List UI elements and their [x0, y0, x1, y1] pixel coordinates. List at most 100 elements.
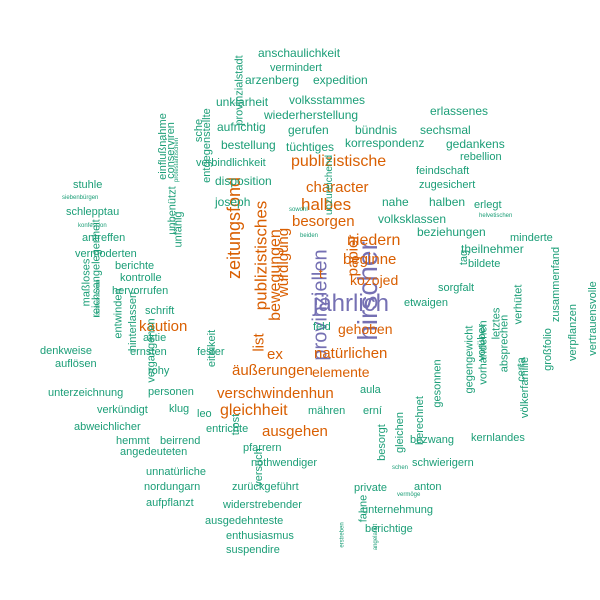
- word-132: gegengewicht: [463, 325, 476, 393]
- word-86: nordungarn: [144, 480, 201, 493]
- word-98: bezwang: [410, 433, 455, 446]
- word-95: unternehmung: [362, 503, 433, 516]
- word-109: schen: [392, 465, 409, 471]
- word-127: versuch: [252, 447, 265, 487]
- word-104: sowohl: [289, 207, 308, 213]
- word-102: aula: [360, 383, 381, 396]
- word-59: stuhle: [73, 178, 103, 191]
- word-142: verpflanzen: [566, 303, 579, 361]
- word-2: jährlich: [313, 290, 390, 317]
- word-57: etwaigen: [404, 296, 449, 309]
- word-68: ernsten: [130, 345, 167, 358]
- word-123: hinterlassen: [127, 291, 140, 351]
- word-9: beginne: [343, 250, 397, 268]
- word-147: erstreben: [339, 522, 346, 548]
- word-99: kernlandes: [471, 431, 525, 444]
- word-13: elemente: [312, 364, 370, 380]
- word-81: beirrend: [160, 434, 201, 447]
- word-101: erní: [363, 404, 382, 417]
- word-30: expedition: [313, 73, 368, 87]
- word-146: fahne: [357, 494, 370, 522]
- word-71: auflösen: [55, 357, 97, 370]
- word-91: enthusiasmus: [226, 529, 294, 542]
- word-130: berechnet: [413, 395, 426, 445]
- word-11: gehoben: [338, 321, 393, 337]
- word-26: papier: [344, 234, 362, 276]
- word-60: schlepptau: [66, 205, 120, 218]
- word-125: eiteikeit: [206, 329, 219, 367]
- word-108: konfession: [78, 223, 107, 229]
- word-10: kozojed: [350, 272, 399, 288]
- word-66: schrift: [145, 304, 175, 317]
- word-128: besorgt: [375, 423, 388, 461]
- word-110: vermöge: [397, 492, 421, 498]
- word-43: verbindlichkeit: [196, 156, 266, 169]
- word-14: äußerungen: [232, 361, 313, 379]
- word-89: widerstrebender: [223, 498, 302, 511]
- word-87: aufpflanzt: [146, 496, 194, 509]
- word-45: feindschaft: [416, 164, 470, 177]
- word-27: anschaulichkeit: [258, 46, 341, 60]
- word-64: kontrolle: [120, 271, 162, 284]
- word-79: entrichte: [206, 422, 249, 435]
- word-42: gedankens: [446, 137, 505, 151]
- word-4: publizistische: [291, 153, 387, 170]
- word-32: volksstammes: [289, 93, 366, 107]
- word-134: vorüber: [476, 323, 489, 361]
- word-61: antreffen: [82, 231, 126, 244]
- word-120: maßloses: [80, 258, 93, 306]
- word-144: unzureichend: [324, 154, 336, 216]
- word-143: vertrauensvolle: [586, 280, 599, 356]
- word-90: ausgedehnteste: [205, 514, 284, 527]
- word-92: suspendire: [226, 543, 280, 556]
- word-34: erlassenes: [430, 104, 489, 118]
- word-29: arzenberg: [245, 73, 300, 87]
- word-35: aufrichtig: [217, 120, 266, 134]
- word-7: besorgen: [292, 212, 355, 230]
- word-88: zurückgeführt: [232, 480, 299, 493]
- word-16: gleichheit: [220, 402, 288, 419]
- word-51: erlegt: [474, 198, 502, 211]
- word-24: ex: [267, 345, 283, 363]
- word-37: bündnis: [355, 123, 398, 137]
- word-118: unfähig: [172, 210, 185, 248]
- word-96: berichtige: [365, 522, 413, 535]
- word-69: fester: [197, 345, 225, 358]
- word-74: personen: [148, 385, 194, 398]
- word-56: bildete: [468, 257, 501, 270]
- word-83: pfarrern: [243, 441, 282, 454]
- word-140: zusammenfand: [550, 246, 563, 322]
- word-12: natürlichen: [314, 344, 388, 362]
- word-103: feld: [313, 320, 331, 333]
- word-73: unterzeichnung: [48, 386, 124, 399]
- word-136: letztes: [490, 307, 503, 339]
- word-94: anton: [414, 480, 442, 493]
- word-62: vermoderten: [75, 247, 137, 260]
- word-107: siebenbürgen: [62, 195, 99, 201]
- word-93: private: [354, 481, 388, 494]
- word-15: verschwindenhun: [217, 384, 334, 402]
- word-5: character: [306, 178, 369, 196]
- word-122: entwinden: [112, 287, 125, 339]
- word-76: klug: [169, 402, 190, 415]
- word-100: mähren: [308, 404, 346, 417]
- word-124: vergangenen: [145, 317, 158, 383]
- word-84: nothwendiger: [251, 456, 318, 469]
- word-106: helvetischen: [479, 213, 513, 219]
- word-145: tag: [458, 249, 471, 265]
- word-50: halben: [429, 195, 466, 209]
- word-78: abweichlicher: [74, 420, 141, 433]
- word-131: gesonnen: [431, 358, 444, 408]
- word-85: unnatürliche: [146, 465, 206, 478]
- word-39: bestellung: [221, 138, 276, 152]
- word-72: rohy: [148, 364, 170, 377]
- word-115: einflußnahme: [156, 112, 169, 180]
- word-18: kaution: [139, 317, 188, 335]
- word-105: beiden: [300, 233, 319, 239]
- word-141: großfolio: [541, 327, 554, 371]
- word-139: certa: [515, 356, 528, 382]
- word-97: schwierigern: [412, 456, 474, 469]
- word-54: minderte: [510, 231, 553, 244]
- word-40: tüchtiges: [286, 140, 335, 154]
